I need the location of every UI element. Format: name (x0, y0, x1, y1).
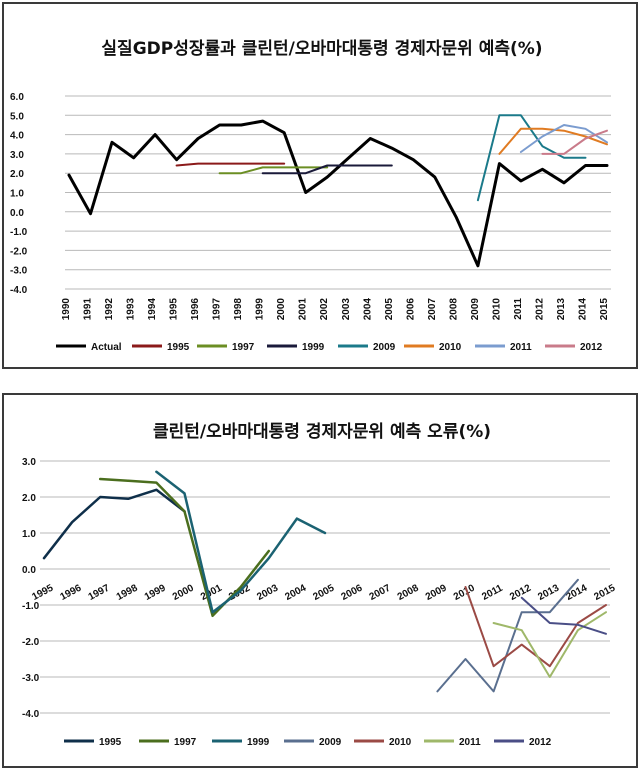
y-tick-label: 2.0 (22, 493, 36, 504)
x-tick-label: 2000 (276, 298, 287, 321)
legend-label: 1999 (302, 342, 325, 353)
x-tick-label: 2003 (255, 583, 280, 603)
x-tick-label: 1997 (212, 298, 223, 321)
x-tick-label: 2010 (452, 583, 477, 603)
forecast-error-chart: 클린턴/오바마대통령 경제자문위 예측 오류(%) 3.0 2.0 1.0 0.0 -1.… (22, 421, 618, 748)
x-tick-label: 2001 (199, 583, 224, 603)
x-tick-label: 2013 (556, 298, 567, 321)
x-tick-label: 2015 (592, 583, 617, 603)
gdp-forecast-chart: 실질GDP성장률과 클린턴/오바마대통령 경제자문위 예측(%) 6.0 5.0 4.… (10, 38, 611, 353)
x-tick-label: 1995 (169, 298, 180, 321)
y-tick-label: 3.0 (22, 457, 36, 468)
x-tick-label: 1999 (143, 583, 168, 603)
x-tick-label: 2006 (405, 298, 416, 321)
series-line-1999 (155, 470, 327, 614)
x-tick-label: 2015 (599, 298, 610, 321)
legend-label: 2011 (510, 342, 532, 353)
y-tick-label: 6.0 (10, 92, 24, 103)
x-tick-label: 1990 (61, 298, 72, 321)
legend-label: 1999 (247, 737, 270, 748)
series-line-2011 (492, 611, 607, 678)
y-tick-label: 1.0 (10, 189, 24, 200)
y-tick-label: 0.0 (22, 565, 36, 576)
x-tick-label: 2004 (283, 583, 308, 603)
y-tick-label: 2.0 (10, 169, 24, 180)
series-line-actual (67, 119, 609, 268)
x-tick-label: 2009 (424, 583, 449, 603)
legend-label: 2011 (459, 737, 481, 748)
x-tick-label: 1996 (59, 583, 84, 603)
x-tick-label: 2008 (396, 583, 421, 603)
x-tick-label: 2005 (384, 298, 395, 321)
x-tick-label: 2003 (341, 298, 352, 321)
legend-label: 2012 (529, 737, 552, 748)
y-tick-label: -3.0 (22, 673, 40, 684)
series-line-1997 (218, 166, 329, 175)
x-tick-label: 2000 (171, 583, 196, 603)
x-tick-label: 2013 (536, 583, 561, 603)
series-line-2009 (476, 114, 587, 202)
x-tick-label: 2014 (577, 298, 588, 321)
legend-label: 1997 (174, 737, 197, 748)
series-line-1997 (98, 477, 271, 618)
y-tick-label: -2.0 (10, 246, 28, 257)
x-tick-label: 2012 (534, 298, 545, 321)
legend-label: 2010 (389, 737, 412, 748)
x-tick-label: 2008 (448, 298, 459, 321)
legend-label: 1997 (232, 342, 255, 353)
y-tick-label: 0.0 (10, 208, 24, 219)
legend-label: 1995 (167, 342, 190, 353)
x-tick-label: 2005 (311, 583, 336, 603)
x-tick-label: 1991 (83, 298, 94, 321)
y-tick-label: 1.0 (22, 529, 36, 540)
y-tick-label: -1.0 (22, 601, 40, 612)
x-tick-label: 1999 (255, 298, 266, 321)
series-line-2012 (520, 596, 607, 635)
legend-label: 1995 (99, 737, 122, 748)
legend-label: Actual (91, 342, 122, 353)
chart-panel-errors: 클린턴/오바마대통령 경제자문위 예측 오류(%) 3.0 2.0 1.0 0.0 -1.… (2, 393, 638, 768)
legend-label: 2012 (580, 342, 603, 353)
x-tick-label: 2011 (480, 583, 505, 603)
y-tick-label: 4.0 (10, 131, 24, 142)
x-tick-label: 2007 (427, 298, 438, 321)
y-tick-label: -2.0 (22, 637, 40, 648)
legend-label: 2009 (373, 342, 396, 353)
series-line-2012 (541, 129, 608, 155)
y-tick-label: 5.0 (10, 111, 24, 122)
x-tick-label: 2001 (298, 298, 309, 321)
series-line-1995 (175, 162, 286, 167)
x-tick-label: 1998 (115, 583, 140, 603)
x-tick-label: 2011 (513, 298, 524, 320)
x-tick-label: 1992 (104, 298, 115, 321)
y-tick-label: -4.0 (10, 285, 28, 296)
chart-title: 실질GDP성장률과 클린턴/오바마대통령 경제자문위 예측(%) (101, 38, 542, 59)
series-line-1999 (261, 164, 393, 175)
y-tick-label: 3.0 (10, 150, 24, 161)
legend-label: 2009 (319, 737, 342, 748)
x-tick-label: 2010 (491, 298, 502, 321)
chart-title: 클린턴/오바마대통령 경제자문위 예측 오류(%) (153, 421, 491, 442)
legend-label: 2010 (439, 342, 462, 353)
x-tick-label: 1996 (190, 298, 201, 321)
x-tick-label: 1995 (30, 583, 55, 603)
x-tick-label: 2006 (340, 583, 365, 603)
series-line-1995 (42, 488, 186, 560)
x-tick-label: 1994 (147, 298, 158, 321)
y-tick-label: -1.0 (10, 227, 28, 238)
series-line-2009 (436, 578, 579, 693)
x-tick-label: 2004 (362, 298, 373, 321)
x-tick-label: 1998 (233, 298, 244, 321)
x-tick-label: 1997 (87, 583, 112, 603)
x-tick-label: 2012 (508, 583, 533, 603)
series-line-2011 (519, 124, 608, 153)
y-tick-label: -4.0 (22, 709, 40, 720)
x-tick-label: 2009 (470, 298, 481, 321)
x-tick-label: 2007 (368, 583, 393, 603)
y-tick-label: -3.0 (10, 266, 28, 277)
chart-panel-gdp: 실질GDP성장률과 클린턴/오바마대통령 경제자문위 예측(%) 6.0 5.0 4.… (2, 2, 638, 369)
x-tick-label: 1993 (126, 298, 137, 321)
x-tick-label: 2002 (319, 298, 330, 321)
x-tick-label: 2014 (564, 583, 589, 603)
